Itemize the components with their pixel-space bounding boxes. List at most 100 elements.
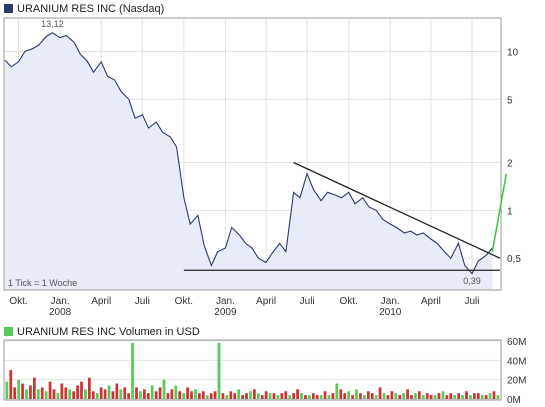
volume-y-tick-label: 0M — [507, 395, 521, 406]
volume-bar — [72, 391, 76, 399]
volume-bar — [304, 395, 307, 399]
tick-note: 1 Tick = 1 Woche — [8, 278, 77, 288]
x-tick-label: Okt. — [9, 296, 27, 307]
volume-bar — [56, 393, 60, 399]
volume-plot-frame — [3, 339, 502, 401]
volume-bar — [241, 395, 244, 399]
volume-bar — [449, 393, 453, 399]
x-tick-label: Okt. — [175, 296, 193, 307]
projection-line — [491, 173, 508, 252]
volume-bar — [170, 389, 174, 399]
volume-bar — [418, 391, 421, 399]
volume-bar — [264, 391, 268, 399]
x-year-label: 2008 — [49, 307, 72, 318]
volume-bar — [166, 393, 170, 399]
volume-bar — [209, 393, 213, 399]
volume-bar — [146, 393, 150, 399]
volume-bar — [76, 385, 79, 399]
x-tick-label: Jan. — [381, 296, 400, 307]
volume-bar — [205, 395, 209, 399]
volume-title: URANIUM RES INC Volumen in USD — [17, 326, 200, 338]
volume-bar — [335, 383, 339, 399]
price-y-axis: 0,5 1 2 5 10 — [507, 47, 521, 265]
volume-bar — [323, 391, 327, 399]
volume-bar — [457, 393, 461, 399]
volume-bar — [213, 391, 217, 399]
price-line — [4, 32, 493, 275]
price-area — [5, 32, 493, 290]
volume-bar — [292, 393, 296, 399]
volume-bar — [429, 395, 433, 399]
volume-bar — [33, 377, 36, 399]
volume-bar — [249, 391, 252, 399]
x-tick-label: April — [421, 296, 441, 307]
volume-bar — [461, 395, 464, 399]
volume-bar — [280, 393, 284, 399]
volume-bar — [182, 393, 186, 399]
volume-bar — [64, 387, 68, 399]
volume-bar — [260, 395, 264, 399]
volume-bar — [425, 393, 429, 399]
volume-bar — [115, 383, 119, 399]
volume-bar — [107, 385, 111, 399]
min-price-label: 0,39 — [463, 276, 481, 286]
volume-bar — [308, 395, 311, 399]
x-tick-label: April — [256, 296, 276, 307]
volume-bar — [162, 379, 166, 399]
volume-bar — [154, 391, 158, 399]
volume-bar — [382, 393, 386, 399]
volume-bar — [13, 387, 17, 399]
volume-bar — [296, 389, 299, 399]
volume-bar — [374, 395, 378, 399]
volume-bar — [150, 385, 154, 399]
volume-bar — [300, 393, 303, 399]
volume-bar — [29, 385, 32, 399]
x-tick-label: Juli — [300, 296, 315, 307]
volume-bar — [21, 383, 24, 399]
volume-bar — [131, 342, 134, 399]
trendline — [293, 161, 501, 259]
x-tick-label: Juli — [135, 296, 150, 307]
volume-bar — [315, 395, 319, 399]
volume-y-axis: 0M 20M 40M 60M — [507, 337, 526, 406]
volume-bar — [256, 393, 260, 399]
volume-bar — [339, 389, 343, 399]
x-tick-label: Jan. — [216, 296, 235, 307]
volume-bar — [25, 389, 28, 399]
y-tick-label: 5 — [507, 95, 513, 106]
x-tick-label: Jan. — [51, 296, 70, 307]
volume-bar — [217, 342, 221, 399]
volume-bar — [488, 393, 492, 399]
y-tick-label: 1 — [507, 206, 513, 217]
volume-bars — [5, 342, 500, 399]
volume-bar — [386, 395, 390, 399]
volume-bar — [68, 389, 72, 399]
volume-bar — [194, 389, 197, 399]
volume-bar — [52, 389, 56, 399]
volume-bar — [99, 387, 103, 399]
y-tick-label: 2 — [507, 159, 513, 170]
x-tick-label: Okt. — [340, 296, 358, 307]
trendlines — [183, 161, 501, 271]
y-tick-label: 10 — [507, 47, 519, 58]
x-tick-label: Juli — [464, 296, 479, 307]
volume-bar — [366, 391, 370, 399]
volume-bar — [36, 389, 40, 399]
max-price-label: 13,12 — [41, 19, 64, 29]
volume-bar — [465, 391, 468, 399]
volume-bar — [359, 393, 362, 399]
volume-bar — [288, 395, 292, 399]
volume-bar — [158, 387, 162, 399]
volume-bar — [221, 393, 225, 399]
volume-bar — [421, 395, 425, 399]
volume-bar — [17, 379, 21, 399]
volume-bar — [88, 377, 91, 399]
volume-bar — [433, 395, 437, 399]
volume-y-tick-label: 40M — [507, 356, 526, 367]
x-year-label: 2010 — [379, 307, 402, 318]
volume-bar — [331, 393, 335, 399]
volume-bar — [394, 393, 398, 399]
volume-bar — [355, 389, 358, 399]
volume-bar — [127, 393, 131, 399]
volume-bar — [390, 391, 394, 399]
